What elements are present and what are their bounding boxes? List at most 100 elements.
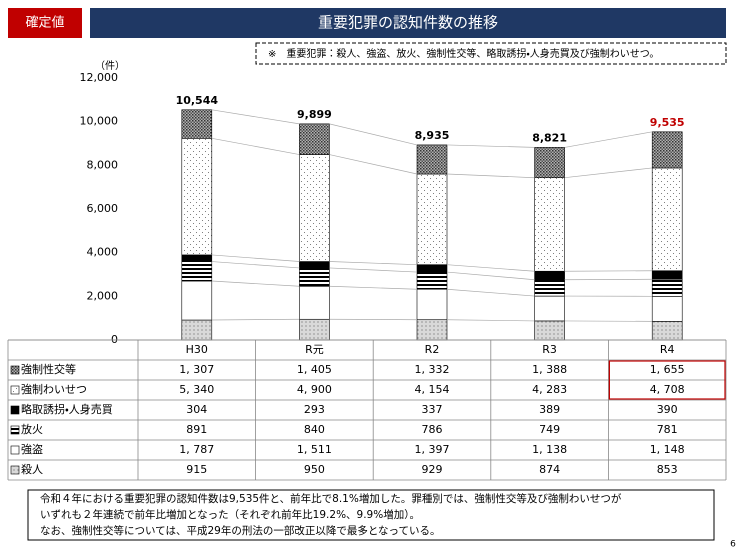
legend-label: 殺人	[21, 462, 43, 476]
table-value: 390	[657, 403, 678, 416]
y-tick-label: 8,000	[87, 158, 119, 171]
note-line: 令和４年における重要犯罪の認知件数は9,535件と、前年比で8.1%増加した。罪…	[40, 492, 622, 505]
x-tick-label: H30	[186, 343, 208, 356]
table-value: 929	[422, 463, 443, 476]
table-value: 840	[304, 423, 325, 436]
x-tick-label: R2	[425, 343, 440, 356]
bar-segment	[534, 320, 565, 341]
bar-segment	[416, 144, 448, 175]
connector-line	[446, 264, 535, 272]
table-value: 4, 154	[415, 383, 450, 396]
page-number: 6	[730, 540, 736, 548]
bar-segment	[299, 285, 330, 320]
table-value: 874	[539, 463, 560, 476]
table-value: 337	[422, 403, 443, 416]
table-value: 853	[657, 463, 678, 476]
legend-swatch	[10, 385, 20, 395]
connector-line	[329, 261, 418, 266]
table-value: 1, 405	[297, 363, 332, 376]
connector-line	[211, 109, 300, 125]
bar-segment	[181, 254, 213, 262]
note-line: いずれも２年連続で前年比増加となった（それぞれ前年比19.2%、9.9%増加）。	[40, 508, 420, 521]
table-value: 5, 340	[179, 383, 214, 396]
bar-segment	[534, 295, 565, 322]
bar-segment	[416, 271, 448, 290]
bar-segment	[299, 123, 330, 155]
table-value: 1, 397	[415, 443, 450, 456]
note-box	[27, 489, 715, 541]
legend-swatch	[10, 425, 20, 435]
bar-segment	[181, 138, 213, 256]
table-value: 891	[186, 423, 207, 436]
table-value: 4, 900	[297, 383, 332, 396]
table-value: 950	[304, 463, 325, 476]
table-value: 293	[304, 403, 325, 416]
bar-segment	[651, 270, 683, 280]
table-value: 1, 787	[179, 443, 214, 456]
table-value: 389	[539, 403, 560, 416]
legend-swatch	[10, 365, 20, 375]
bar-segment	[181, 261, 213, 282]
bar-segment	[534, 177, 565, 272]
bar-segment	[416, 288, 448, 321]
table-value: 1, 511	[297, 443, 332, 456]
badge-box	[8, 8, 82, 38]
bar-segment	[416, 319, 448, 341]
connector-line	[211, 137, 300, 155]
connector-line	[211, 261, 300, 269]
bar-segment	[534, 270, 565, 281]
legend-label: 強制わいせつ	[21, 383, 87, 396]
legend-swatch	[10, 465, 20, 475]
table-value: 1, 332	[415, 363, 450, 376]
x-tick-label: R4	[660, 343, 675, 356]
title-bar	[90, 8, 726, 38]
legend-label: 強制性交等	[21, 362, 76, 376]
y-tick-label: 10,000	[80, 115, 119, 128]
bar-segment	[181, 319, 213, 341]
table-value: 1, 388	[532, 363, 567, 376]
highlight-box	[608, 360, 726, 400]
table-value: 304	[186, 403, 207, 416]
chart: 0 2,000 4,000 6,000 8,000 10,000 12,000 10,544 9…	[7, 71, 727, 481]
bar-segment	[181, 109, 213, 139]
total-label: 8,821	[532, 131, 567, 144]
connector-line	[211, 318, 300, 321]
y-tick-label: 4,000	[87, 246, 119, 259]
title: 重要犯罪の認知件数の推移	[318, 14, 498, 32]
bar-segment	[416, 264, 448, 273]
bar-segment	[416, 173, 448, 265]
bar-segment	[299, 261, 330, 269]
table-value: 781	[657, 423, 678, 436]
total-label: 9,899	[297, 108, 332, 121]
legend-label: 強盗	[21, 443, 43, 456]
y-tick-label: 6,000	[87, 202, 119, 215]
table-value: 1, 138	[532, 443, 567, 456]
note-line: なお、強制性交等については、平成29年の刑法の一部改正以降で最多となっている。	[40, 524, 441, 537]
bar-segment	[651, 131, 683, 169]
total-label: 10,544	[176, 94, 219, 107]
table-value: 915	[186, 463, 207, 476]
connector-line	[329, 123, 418, 146]
bar-segment	[299, 154, 330, 262]
connector-line	[446, 319, 535, 322]
total-label: 8,935	[415, 129, 450, 142]
connector-line	[564, 131, 653, 148]
definition-box	[255, 42, 727, 65]
connector-line	[329, 154, 418, 175]
connector-line	[211, 254, 300, 262]
table-value: 786	[422, 423, 443, 436]
table-value: 1, 148	[650, 443, 685, 456]
connector-line	[564, 167, 653, 179]
table-value: 1, 307	[179, 363, 214, 376]
y-tick-label: 2,000	[87, 289, 119, 302]
bar-segment	[299, 318, 330, 341]
connector-line	[446, 173, 535, 179]
connector-line	[329, 267, 418, 273]
bar-segment	[651, 296, 683, 322]
bar-segment	[651, 278, 683, 297]
bar-segment	[181, 280, 213, 321]
total-label: 9,535	[650, 116, 685, 129]
x-tick-label: R元	[305, 343, 324, 356]
legend-swatch	[10, 405, 20, 415]
x-tick-label: R3	[542, 343, 557, 356]
